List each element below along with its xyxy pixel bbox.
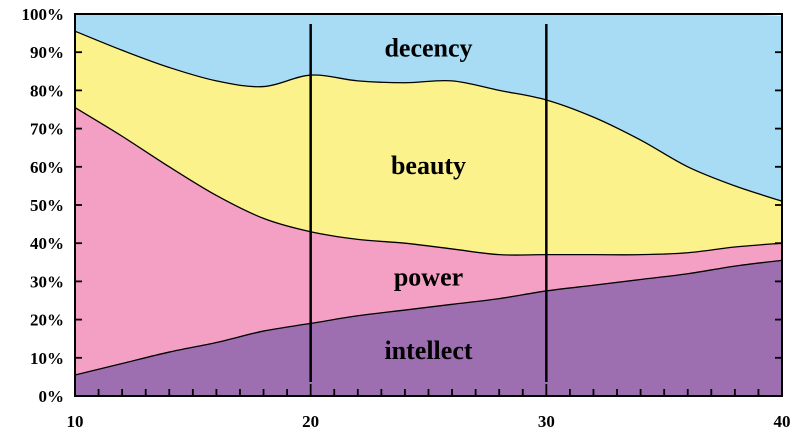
area-label-power: power <box>394 263 463 292</box>
area-layer <box>75 13 782 396</box>
y-tick-label: 10% <box>30 349 64 368</box>
x-axis: 10 20 30 40 <box>67 384 791 431</box>
boundary-line-power <box>74 107 783 256</box>
y-tick-label: 100% <box>22 5 65 24</box>
x-tick-label: 30 <box>538 412 555 431</box>
boundary-line-intellect <box>74 259 783 376</box>
area-intellect <box>75 260 782 396</box>
y-tick-label: 80% <box>30 81 64 100</box>
x-tick-label: 40 <box>774 412 791 431</box>
area-label-beauty: beauty <box>391 151 466 180</box>
y-tick-label: 70% <box>30 120 64 139</box>
y-tick-label: 50% <box>30 196 64 215</box>
area-label-intellect: intellect <box>384 336 472 365</box>
boundary-line-beauty <box>74 30 783 202</box>
y-tick-label: 90% <box>30 43 64 62</box>
x-tick-label: 20 <box>302 412 319 431</box>
y-tick-label: 60% <box>30 158 64 177</box>
vertical-markers <box>309 24 548 382</box>
y-tick-label: 0% <box>39 387 65 406</box>
area-decency <box>75 13 782 202</box>
area-label-decency: decency <box>384 33 472 62</box>
y-tick-label: 30% <box>30 272 64 291</box>
area-beauty <box>75 31 782 256</box>
x-tick-label: 10 <box>67 412 84 431</box>
boundary-lines <box>74 30 783 376</box>
area-labels: intellect power beauty decency <box>384 33 472 365</box>
area-power <box>75 107 782 375</box>
y-tick-label: 40% <box>30 234 64 253</box>
y-axis: 0% 10% 20% 30% 40% 50% 60% 70% 80% 90% 100% <box>22 5 782 406</box>
y-tick-label: 20% <box>30 311 64 330</box>
